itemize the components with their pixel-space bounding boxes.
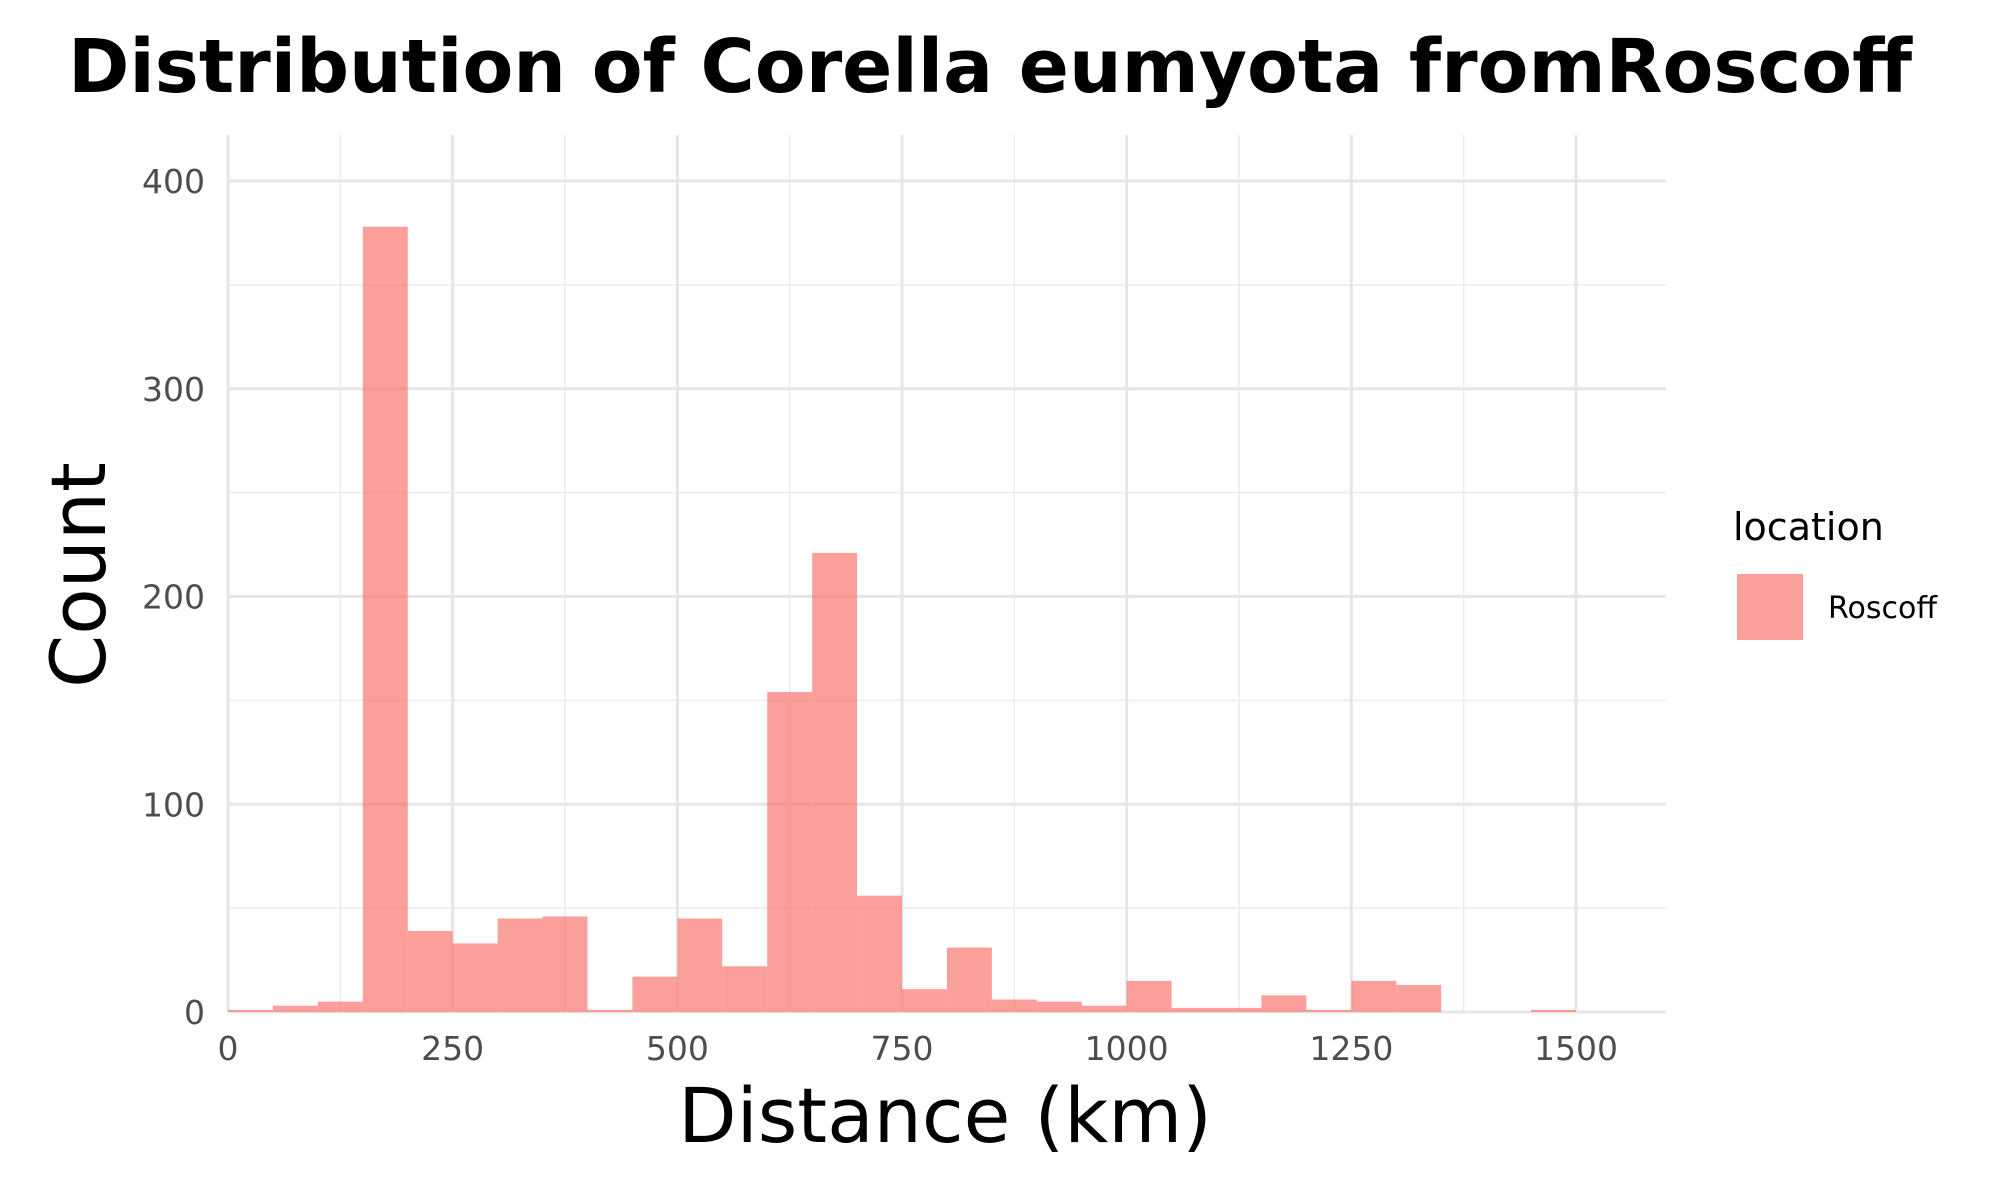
histogram-bar (1216, 1007, 1262, 1012)
histogram-bar (407, 930, 453, 1012)
histogram-bar (946, 947, 992, 1012)
histogram-bar (767, 692, 813, 1012)
x-axis-title: Distance (km) (678, 1071, 1212, 1160)
minor-gridlines (228, 135, 1666, 1012)
histogram-bar (857, 895, 902, 1012)
y-tick-label: 400 (142, 162, 205, 201)
x-tick-label: 1500 (1534, 1029, 1618, 1068)
histogram-bar (587, 1009, 633, 1012)
histogram-bar (1531, 1009, 1576, 1012)
y-axis-title: Count (34, 462, 123, 688)
histogram-bar (1171, 1007, 1217, 1012)
x-axis-ticks: 0 250 500 750 1000 1250 1500 (218, 1029, 1618, 1068)
histogram-bar (902, 989, 947, 1012)
legend-label-roscoff: Roscoff (1828, 591, 1938, 626)
histogram-bar (1036, 1001, 1082, 1012)
histogram-bar (1081, 1005, 1127, 1012)
histogram-bar (1126, 980, 1172, 1012)
legend-swatch-roscoff (1737, 574, 1803, 640)
histogram-bar (1351, 980, 1397, 1012)
y-tick-label: 200 (142, 578, 205, 617)
histogram-bar (228, 1009, 273, 1012)
histogram-bar (722, 966, 768, 1012)
histogram-bar (1306, 1009, 1352, 1012)
y-tick-label: 300 (142, 370, 205, 409)
y-tick-label: 100 (142, 785, 205, 824)
x-tick-label: 1250 (1309, 1029, 1393, 1068)
y-tick-label: 0 (184, 993, 205, 1032)
x-tick-label: 250 (421, 1029, 484, 1068)
histogram-bars (228, 226, 1576, 1012)
histogram-bar (677, 918, 723, 1012)
y-axis-ticks: 0 100 200 300 400 (142, 162, 205, 1032)
histogram-bar (991, 999, 1037, 1012)
x-tick-label: 0 (218, 1029, 239, 1068)
histogram-bar (542, 916, 588, 1012)
histogram-bar (272, 1005, 318, 1012)
histogram-bar (1261, 995, 1307, 1012)
histogram-bar (812, 552, 858, 1012)
histogram-bar (362, 226, 408, 1012)
histogram-bar (1396, 984, 1442, 1012)
histogram-bar (317, 1001, 363, 1012)
major-gridlines (226, 135, 1666, 1014)
legend-title: location (1733, 505, 1884, 549)
x-tick-label: 500 (646, 1029, 709, 1068)
histogram-bar (497, 918, 543, 1012)
histogram-bar (452, 943, 498, 1012)
x-tick-label: 1000 (1085, 1029, 1169, 1068)
x-tick-label: 750 (871, 1029, 934, 1068)
histogram-bar (632, 976, 678, 1012)
legend: location Roscoff (1733, 505, 1938, 640)
chart-title: Distribution of Corella eumyota fromRosc… (68, 24, 1913, 110)
